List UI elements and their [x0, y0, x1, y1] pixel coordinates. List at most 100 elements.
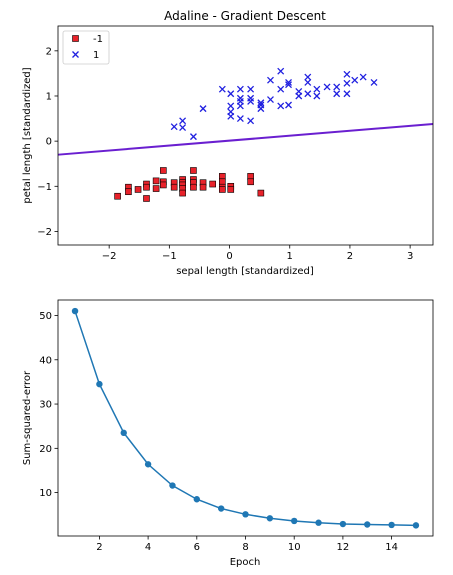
decision-x-tick-label: 2: [347, 251, 353, 262]
error-y-axis-label: Sum-squared-error: [22, 370, 33, 465]
error-x-tick-label: 6: [194, 542, 200, 553]
error-chart: 2 4 6 8 10 12 14 10 20 30 40 50 Epoch Sum-squared-…: [22, 299, 434, 568]
error-x-tick-label: 4: [145, 542, 151, 553]
error-x-tick-label: 2: [96, 542, 102, 553]
class-pos-point: [343, 79, 351, 87]
class-pos-point: [359, 73, 367, 81]
decision-legend: -1 1: [62, 30, 110, 65]
error-point: [242, 511, 249, 518]
class-pos-point: [189, 133, 197, 141]
class-pos-point: [277, 85, 285, 93]
legend-marker-x-icon: [72, 51, 79, 58]
decision-y-axis-label: petal length [standardized]: [22, 67, 33, 203]
class-neg-point: [219, 178, 226, 186]
class-pos-point: [236, 115, 244, 123]
class-neg-point: [190, 183, 197, 191]
error-y-tick-label: 10: [39, 488, 52, 499]
class-pos-point: [285, 81, 292, 89]
class-pos-point: [257, 101, 265, 109]
class-neg-point: [199, 183, 207, 191]
class-neg-point: [160, 181, 167, 189]
class-neg-point: [247, 173, 254, 180]
class-neg-point: [160, 167, 167, 174]
error-x-tick-label: 12: [337, 542, 350, 553]
class-pos-point: [179, 117, 187, 125]
class-neg-point: [247, 178, 254, 186]
error-point: [412, 522, 420, 529]
class-pos-point: [313, 92, 321, 100]
class-neg-point: [134, 186, 142, 193]
class-pos-point: [304, 78, 312, 86]
class-pos-point: [295, 88, 303, 95]
class-pos-point: [277, 102, 285, 110]
class-pos-point: [277, 67, 285, 75]
class-neg-point: [209, 180, 216, 188]
class-neg-point: [257, 189, 265, 197]
decision-plot-frame: [57, 25, 434, 246]
error-plot-area: [71, 307, 420, 529]
decision-chart-title: Adaline - Gradient Descent: [164, 9, 326, 23]
class-neg-point: [179, 189, 186, 197]
class-pos-point: [227, 108, 235, 116]
class-neg-point: [143, 195, 150, 202]
decision-plot-area: [57, 67, 434, 202]
class-neg-point: [152, 177, 160, 185]
class-pos-point: [218, 85, 226, 93]
class-pos-point: [179, 124, 187, 132]
class-pos-point: [304, 73, 312, 81]
error-point: [266, 515, 274, 522]
class-neg-point: [114, 192, 121, 200]
error-point: [315, 519, 322, 526]
error-point: [71, 307, 79, 315]
class-pos-point: [285, 78, 292, 86]
class-pos-point: [227, 102, 235, 110]
class-pos-point: [199, 105, 207, 113]
error-point: [217, 505, 225, 512]
error-point: [291, 517, 298, 525]
decision-y-tick-label: 2: [46, 46, 52, 57]
decision-x-tick-label: −2: [102, 251, 117, 262]
decision-x-ticks: −2 −1 0 1 2 3: [102, 245, 413, 262]
decision-y-tick-label: 1: [46, 91, 52, 102]
decision-y-tick-label: −2: [37, 227, 52, 238]
class-pos-point: [227, 90, 235, 98]
legend-label-positive: 1: [93, 50, 99, 61]
class-pos-point: [285, 101, 292, 109]
class-neg-point: [219, 186, 226, 193]
legend-label-negative: -1: [93, 34, 103, 45]
error-point: [364, 521, 371, 528]
class-neg-point: [219, 173, 226, 180]
class-pos-point: [304, 90, 312, 98]
decision-x-tick-label: 3: [407, 251, 413, 262]
error-point: [339, 520, 347, 528]
error-y-ticks: 10 20 30 40 50: [39, 311, 58, 499]
decision-boundary-line: [57, 122, 434, 156]
class-neg-point: [190, 167, 197, 174]
error-point: [388, 521, 395, 529]
error-y-tick-label: 30: [39, 400, 52, 411]
decision-y-ticks: −2 −1 0 1 2: [37, 46, 58, 238]
class-pos-point: [313, 85, 321, 93]
error-x-tick-label: 14: [385, 542, 398, 553]
error-y-tick-label: 50: [39, 311, 52, 322]
error-point: [193, 496, 200, 503]
class-pos-point: [236, 85, 244, 93]
class-pos-point: [236, 94, 244, 102]
error-point: [96, 380, 103, 388]
decision-y-tick-label: 0: [46, 137, 52, 148]
decision-x-tick-label: −1: [162, 251, 177, 262]
decision-x-tick-label: 1: [287, 251, 293, 262]
decision-y-tick-label: −1: [37, 182, 52, 193]
error-x-axis-label: Epoch: [230, 557, 261, 568]
class-pos-point: [351, 76, 359, 84]
class-neg-point: [227, 186, 235, 193]
class-pos-point: [370, 78, 378, 86]
class-pos-point: [247, 117, 255, 125]
class-neg-point: [152, 185, 160, 192]
error-y-tick-label: 40: [39, 355, 52, 366]
decision-chart: Adaline - Gradient Descent −2 −1 0 1 2 3 −2 −1…: [22, 9, 434, 277]
class-pos-point: [170, 123, 178, 131]
legend-marker-square-icon: [72, 35, 79, 42]
